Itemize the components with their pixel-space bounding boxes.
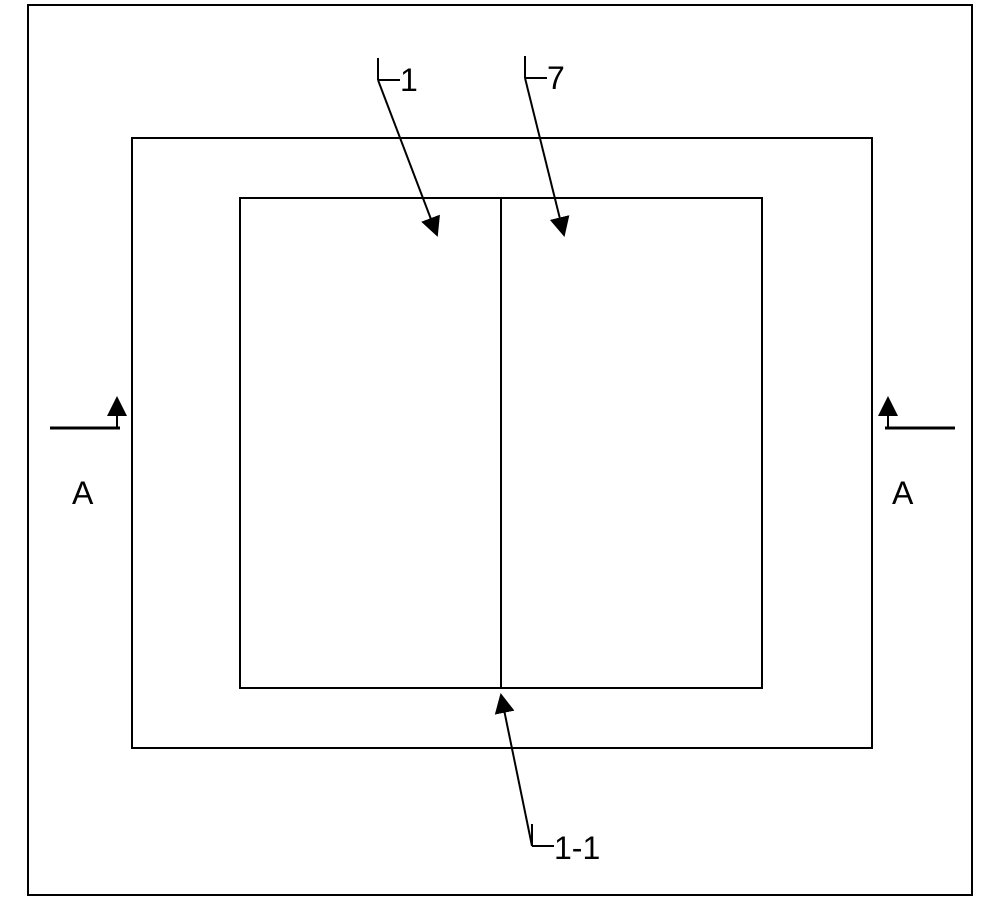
callout-1-arrow [378, 80, 437, 235]
label-a-left: A [72, 475, 93, 512]
label-a-right: A [892, 475, 913, 512]
label-7: 7 [547, 60, 565, 97]
callout-7-arrow [525, 78, 564, 235]
label-1: 1 [400, 62, 418, 99]
diagram-svg [0, 0, 1000, 897]
engineering-diagram: 1 7 1-1 A A [0, 0, 1000, 897]
callout-1-1-arrow [501, 695, 532, 846]
label-1-1: 1-1 [554, 830, 600, 867]
